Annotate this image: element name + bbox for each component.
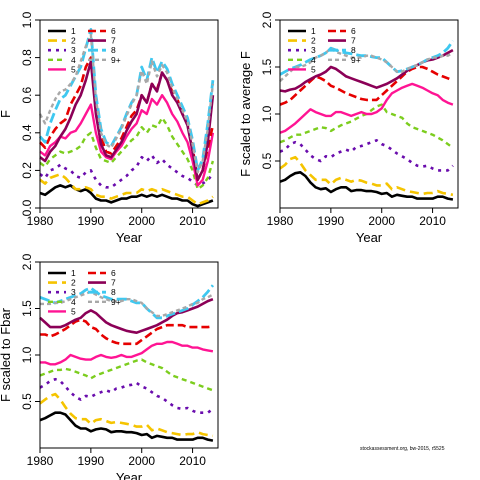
x-tick-label: 1990 (78, 454, 105, 468)
y-tick-label: 1.0 (20, 11, 34, 28)
series-line-6 (40, 318, 214, 346)
legend-label-6: 6 (111, 268, 116, 278)
series-line-5 (39, 93, 215, 187)
legend-label-7: 7 (351, 36, 356, 46)
series-line-6 (279, 65, 454, 106)
series-line-2 (39, 392, 214, 438)
series-line-7 (39, 297, 214, 335)
x-tick-label: 1980 (27, 454, 54, 468)
legend-label-1: 1 (71, 26, 76, 36)
legend-label-4: 4 (311, 55, 316, 65)
legend-label-1: 1 (311, 26, 316, 36)
legend-label-7: 7 (111, 36, 116, 46)
legend-label-9plus: 9+ (111, 55, 121, 65)
legend-label-3: 3 (71, 45, 76, 55)
legend-label-5: 5 (311, 64, 316, 74)
series-line-5 (40, 340, 214, 366)
series-line-4 (279, 103, 454, 149)
legend-label-6: 6 (111, 26, 116, 36)
y-axis-label: F scaled to Fbar (0, 307, 13, 402)
x-tick-label: 2010 (179, 214, 206, 228)
series-line-2 (279, 155, 454, 197)
panel-1: 1980 1990 2000 2010 0.0 0.2 0.4 0.6 0.8 1.0 Year F 1… (0, 11, 219, 245)
x-tick-label: 2000 (368, 214, 395, 228)
y-tick-label: 0.6 (20, 87, 34, 104)
series-line-9plus (279, 47, 454, 82)
y-tick-label: 2.0 (260, 11, 274, 28)
series-line-1 (39, 411, 214, 442)
series-line-4 (39, 358, 214, 392)
y-axis-label: F scaled to average F (238, 51, 253, 177)
legend-label-1: 1 (71, 268, 76, 278)
legend-label-2: 2 (311, 36, 316, 46)
legend-label-9plus: 9+ (111, 297, 121, 307)
series-line-8 (39, 284, 215, 320)
y-tick-label: 1.0 (260, 105, 274, 122)
x-axis-label: Year (356, 230, 383, 245)
legend-label-2: 2 (71, 278, 76, 288)
series-line-5 (279, 82, 454, 134)
series-line-7 (39, 60, 215, 182)
x-tick-label: 2000 (128, 214, 155, 228)
y-tick-label: 0.5 (20, 393, 34, 410)
series-line-9plus (40, 290, 214, 318)
x-axis-label: Year (116, 230, 143, 245)
legend-label-3: 3 (311, 45, 316, 55)
x-tick-label: 1980 (27, 214, 54, 228)
x-tick-label: 2010 (419, 214, 446, 228)
legend-label-4: 4 (71, 55, 76, 65)
legend-label-7: 7 (111, 278, 116, 288)
x-tick-label: 1990 (78, 214, 105, 228)
legend-label-8: 8 (111, 45, 116, 55)
x-tick-label: 1990 (318, 214, 345, 228)
y-tick-label: 1.5 (20, 300, 34, 317)
legend-label-8: 8 (351, 45, 356, 55)
panel-3: 1980 1990 2000 2010 0.5 1.0 1.5 2.0 Year F scaled… (0, 253, 219, 480)
y-axis-label: F (0, 110, 13, 118)
legend-label-5: 5 (71, 306, 76, 316)
panel-2: 1980 1990 2000 2010 0.5 1.0 1.5 2.0 Year F scaled… (238, 11, 459, 245)
y-tick-label: 1.5 (260, 58, 274, 75)
plot-frame (39, 19, 219, 209)
x-tick-label: 1980 (267, 214, 294, 228)
x-tick-label: 2000 (128, 454, 155, 468)
series-line-9plus (38, 33, 215, 174)
x-axis-label: Year (116, 470, 143, 480)
source-note: stockassessment.org, bw-2015, r5525 (360, 446, 445, 452)
series-line-1 (39, 184, 214, 208)
plot-frame (39, 261, 219, 449)
legend-label-3: 3 (71, 287, 76, 297)
legend-label-6: 6 (351, 26, 356, 36)
y-tick-label: 2.0 (20, 253, 34, 270)
y-tick-label: 1.0 (20, 346, 34, 363)
series-line-6 (39, 56, 215, 182)
y-tick-label: 0.2 (20, 162, 34, 179)
legend-label-2: 2 (71, 36, 76, 46)
y-tick-label: 0.5 (260, 152, 274, 169)
y-tick-label: 0.8 (20, 49, 34, 66)
series-line-3 (279, 139, 454, 172)
legend-label-5: 5 (71, 64, 76, 74)
series-line-8 (279, 39, 455, 76)
series-line-3 (39, 154, 214, 189)
legend-label-9plus: 9+ (351, 55, 361, 65)
series-line-2 (39, 172, 214, 206)
y-tick-label: 0.4 (20, 124, 34, 141)
y-tick-label: 0.0 (20, 199, 34, 216)
legend-label-4: 4 (71, 297, 76, 307)
series-line-4 (39, 116, 215, 191)
series-line-1 (279, 171, 454, 201)
x-tick-label: 2010 (179, 454, 206, 468)
legend-label-8: 8 (111, 287, 116, 297)
